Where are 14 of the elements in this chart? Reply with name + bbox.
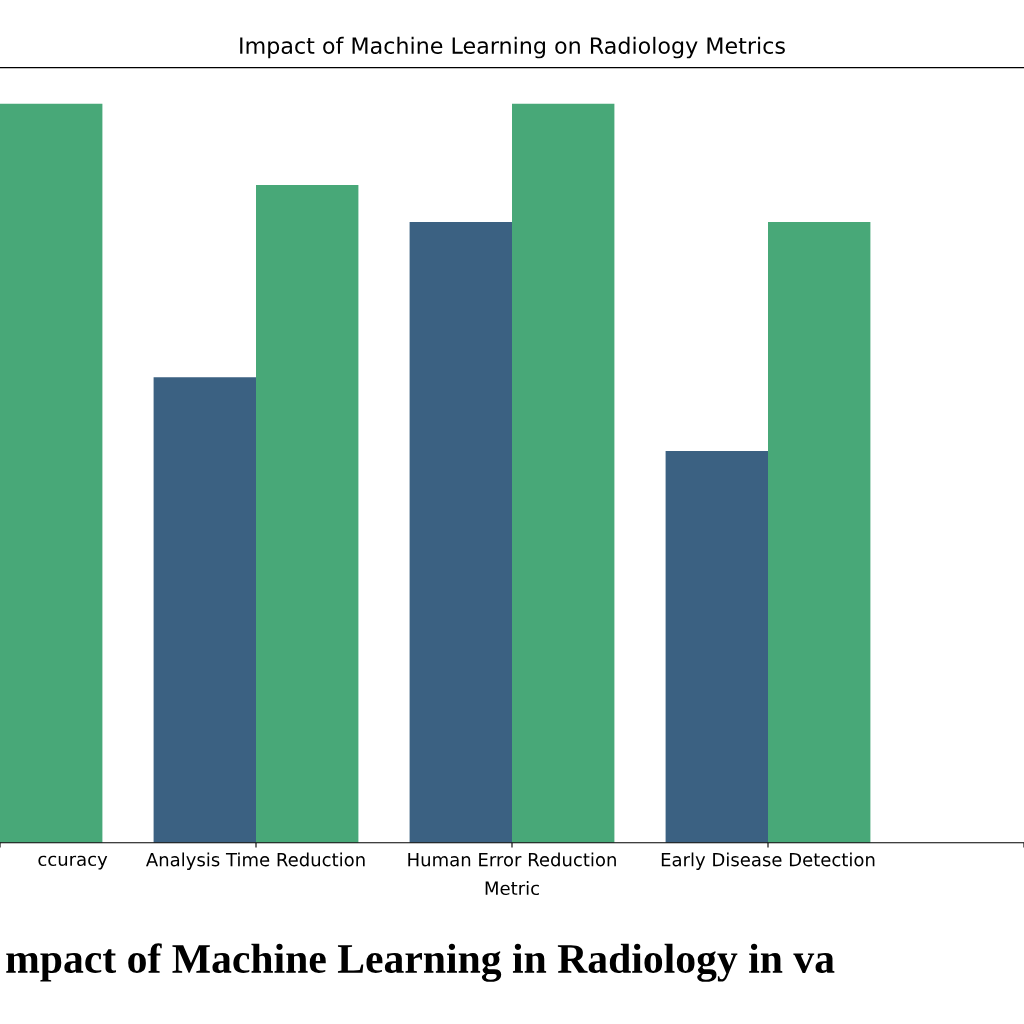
x-tick-label: Human Error Reduction [408,852,616,867]
chart-title: Impact of Machine Learning on Radiology Metrics [240,36,785,59]
text: mpact of Machine Learning in Radiology in va [6,943,835,982]
bar [409,222,512,843]
bar [768,222,871,843]
bar [665,451,768,843]
bar [0,103,103,843]
bar [256,185,359,843]
x-tick-label: Early Disease Detection [661,852,875,870]
x-axis-title: Metric [485,881,539,896]
x-tick-label: Analysis Time Reduction [145,852,365,870]
x-tick-label: ccuracy [38,855,108,870]
bar [153,377,256,843]
bar [512,103,615,843]
